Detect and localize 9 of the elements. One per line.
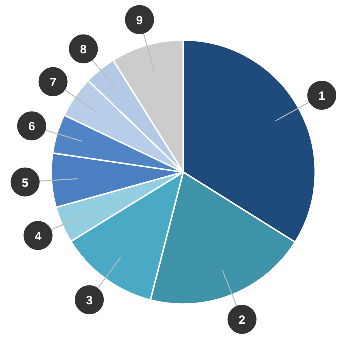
slice-label: 6 [28,120,36,134]
slice-label: 7 [50,75,57,90]
slice-label: 9 [136,13,144,28]
slice-label: 4 [34,229,42,244]
slice-label: 2 [238,313,246,328]
slice-label: 5 [22,176,30,190]
slice-label: 8 [80,42,88,57]
slice-label: 1 [318,88,326,103]
slice-label: 3 [86,294,94,308]
